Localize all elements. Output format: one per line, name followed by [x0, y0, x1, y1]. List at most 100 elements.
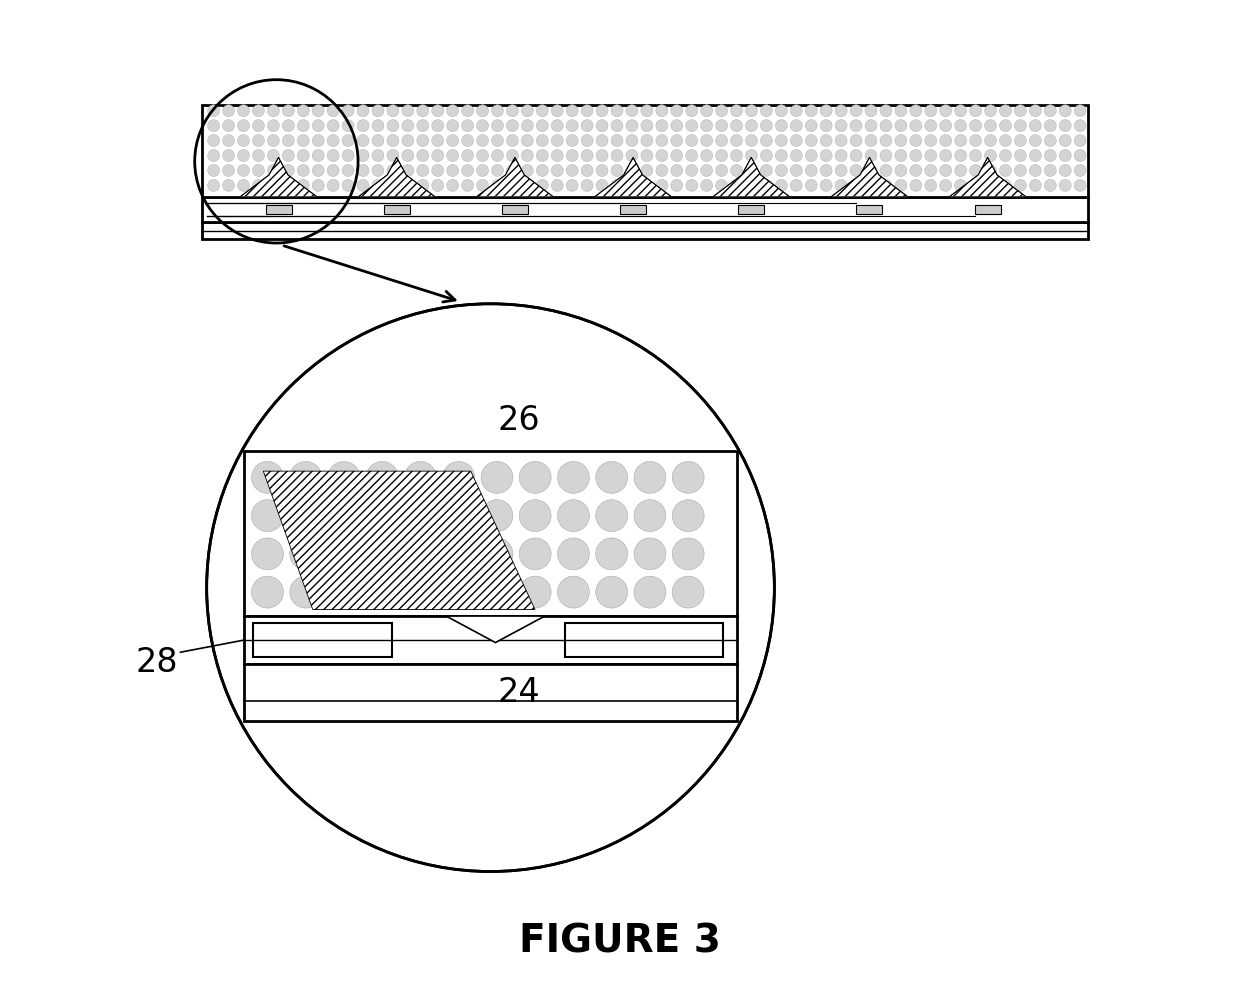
- Circle shape: [506, 120, 518, 131]
- Circle shape: [1059, 179, 1071, 191]
- Circle shape: [481, 500, 513, 532]
- Circle shape: [1059, 164, 1071, 176]
- Circle shape: [805, 105, 817, 117]
- Circle shape: [506, 105, 518, 117]
- Circle shape: [866, 105, 877, 117]
- Circle shape: [312, 105, 324, 117]
- Circle shape: [1059, 134, 1071, 146]
- Bar: [202, 221, 1089, 239]
- Circle shape: [880, 179, 892, 191]
- Circle shape: [552, 134, 563, 146]
- Bar: [265, 205, 291, 214]
- Circle shape: [820, 149, 832, 161]
- Circle shape: [970, 149, 982, 161]
- Circle shape: [567, 179, 578, 191]
- Circle shape: [671, 120, 683, 131]
- Circle shape: [481, 461, 513, 493]
- Circle shape: [701, 105, 713, 117]
- Circle shape: [329, 500, 360, 532]
- Circle shape: [357, 149, 370, 161]
- Circle shape: [910, 179, 921, 191]
- Circle shape: [745, 164, 758, 176]
- Circle shape: [790, 105, 802, 117]
- Circle shape: [387, 179, 399, 191]
- Circle shape: [686, 120, 698, 131]
- Circle shape: [851, 179, 862, 191]
- Circle shape: [283, 149, 294, 161]
- Circle shape: [970, 105, 982, 117]
- Circle shape: [745, 149, 758, 161]
- Polygon shape: [263, 471, 534, 610]
- Bar: [738, 205, 764, 214]
- Circle shape: [582, 134, 593, 146]
- Circle shape: [999, 179, 1012, 191]
- Circle shape: [521, 134, 533, 146]
- Circle shape: [835, 134, 847, 146]
- Circle shape: [1014, 179, 1027, 191]
- Circle shape: [611, 120, 622, 131]
- Circle shape: [671, 179, 683, 191]
- Circle shape: [506, 134, 518, 146]
- Circle shape: [790, 164, 802, 176]
- Circle shape: [432, 149, 444, 161]
- Circle shape: [641, 105, 653, 117]
- Circle shape: [537, 120, 548, 131]
- Circle shape: [476, 179, 489, 191]
- Circle shape: [805, 179, 817, 191]
- Circle shape: [596, 120, 608, 131]
- Circle shape: [626, 149, 637, 161]
- Circle shape: [1074, 120, 1086, 131]
- Circle shape: [999, 149, 1012, 161]
- Circle shape: [268, 120, 279, 131]
- Circle shape: [851, 134, 862, 146]
- Circle shape: [207, 134, 219, 146]
- Circle shape: [1044, 134, 1056, 146]
- Circle shape: [701, 179, 713, 191]
- Circle shape: [940, 105, 951, 117]
- Circle shape: [521, 120, 533, 131]
- Circle shape: [656, 164, 668, 176]
- Circle shape: [567, 164, 578, 176]
- Circle shape: [268, 105, 279, 117]
- Circle shape: [835, 164, 847, 176]
- Circle shape: [520, 538, 551, 570]
- Circle shape: [207, 304, 774, 872]
- Circle shape: [402, 149, 414, 161]
- Circle shape: [730, 149, 743, 161]
- Circle shape: [671, 134, 683, 146]
- Circle shape: [223, 120, 234, 131]
- Circle shape: [481, 538, 513, 570]
- Circle shape: [634, 461, 666, 493]
- Circle shape: [552, 149, 563, 161]
- Circle shape: [672, 538, 704, 570]
- Circle shape: [342, 149, 355, 161]
- Circle shape: [820, 120, 832, 131]
- Circle shape: [1074, 179, 1086, 191]
- Circle shape: [582, 120, 593, 131]
- Circle shape: [491, 179, 503, 191]
- Circle shape: [404, 461, 436, 493]
- Circle shape: [290, 576, 321, 608]
- Circle shape: [506, 164, 518, 176]
- Circle shape: [290, 500, 321, 532]
- Circle shape: [404, 500, 436, 532]
- Circle shape: [372, 164, 384, 176]
- Circle shape: [925, 164, 936, 176]
- Circle shape: [715, 120, 728, 131]
- Circle shape: [626, 134, 637, 146]
- Circle shape: [481, 576, 513, 608]
- Circle shape: [582, 179, 593, 191]
- Circle shape: [715, 105, 728, 117]
- Bar: [502, 205, 528, 214]
- Circle shape: [446, 164, 459, 176]
- Circle shape: [252, 576, 284, 608]
- Circle shape: [895, 134, 906, 146]
- Circle shape: [672, 461, 704, 493]
- Circle shape: [567, 105, 578, 117]
- Circle shape: [283, 179, 294, 191]
- Circle shape: [298, 149, 309, 161]
- Circle shape: [372, 120, 384, 131]
- Circle shape: [1059, 105, 1071, 117]
- Circle shape: [372, 179, 384, 191]
- Circle shape: [940, 179, 951, 191]
